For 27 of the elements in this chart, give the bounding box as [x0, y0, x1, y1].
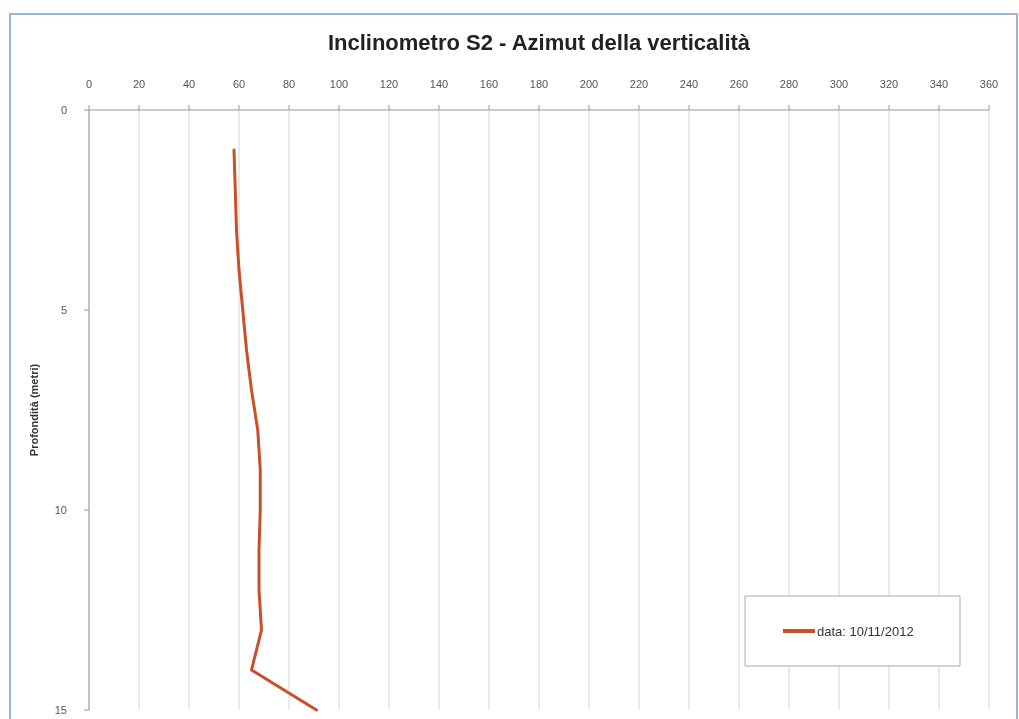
x-tick-label: 260: [729, 78, 749, 90]
x-tick-label: 0: [85, 78, 93, 90]
x-tick-label: 120: [379, 78, 399, 90]
y-tick-label: 15: [54, 704, 67, 716]
y-tick-label: 10: [54, 504, 67, 516]
line-series: [232, 148, 318, 712]
y-tick-label: 5: [60, 304, 67, 316]
x-tick-label: 360: [979, 78, 999, 90]
x-tick-label: 320: [879, 78, 899, 90]
x-tick-label: 300: [829, 78, 849, 90]
x-tick-label: 40: [182, 78, 196, 90]
x-tick-label: 20: [132, 78, 146, 90]
x-tick-label: 200: [579, 78, 599, 90]
x-tick-label: 100: [329, 78, 349, 90]
y-axis-title: Profondità (metri): [28, 363, 40, 457]
x-tick-label: 340: [929, 78, 949, 90]
x-tick-label: 240: [679, 78, 699, 90]
x-tick-label: 80: [282, 78, 296, 90]
x-tick-label: 280: [779, 78, 799, 90]
chart-title: Inclinometro S2 - Azimut della verticalità: [327, 30, 751, 55]
x-tick-label: 160: [479, 78, 499, 90]
y-tick-label: 0: [60, 104, 67, 116]
x-tick-label: 60: [232, 78, 246, 90]
x-tick-label: 140: [429, 78, 449, 90]
legend-label: data: 10/11/2012: [817, 624, 914, 639]
x-tick-label: 220: [629, 78, 649, 90]
x-tick-label: 180: [529, 78, 549, 90]
